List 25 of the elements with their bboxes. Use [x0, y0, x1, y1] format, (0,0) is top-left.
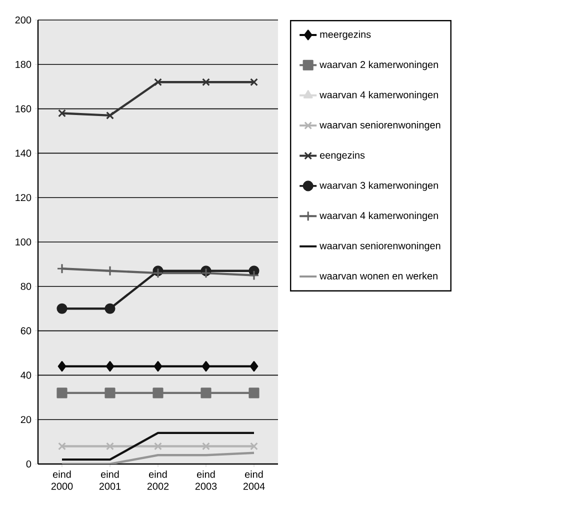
y-tick-label: 180	[16, 60, 32, 68]
x-tick-label: eind 2004	[243, 470, 265, 490]
y-tick-label: 20	[20, 416, 32, 424]
y-tick-label: 0	[26, 460, 32, 468]
y-tick-label: 60	[20, 327, 32, 334]
legend-label: waarvan wonen en werken	[320, 272, 438, 280]
legend-label: waarvan seniorenwoningen	[320, 121, 440, 130]
y-tick-label: 100	[16, 238, 32, 246]
y-tick-label: 200	[15, 16, 32, 24]
legend-label: meergezins	[320, 30, 371, 40]
legend-label: eengezins	[320, 151, 365, 161]
x-tick-label: eind 2000	[51, 470, 73, 490]
legend-label: waarvan seniorenwoningen	[320, 242, 440, 252]
x-tick-label: eind 2001	[99, 470, 121, 490]
y-tick-label: 160	[16, 105, 32, 112]
y-tick-label: 40	[20, 372, 32, 379]
legend-label: waarvan 4 kamerwoningen	[320, 90, 438, 100]
y-tick-label: 120	[16, 194, 32, 202]
legend-label: waarvan 3 kamerwoningen	[320, 182, 438, 191]
x-tick-label: eind 2002	[147, 470, 169, 490]
y-tick-label: 80	[20, 282, 32, 290]
x-tick-label: eind 2003	[195, 470, 217, 490]
legend-label: waarvan 2 kamerwoningen	[320, 60, 438, 70]
y-tick-label: 140	[16, 150, 32, 157]
legend-label: waarvan 4 kamerwoningen	[320, 212, 438, 222]
